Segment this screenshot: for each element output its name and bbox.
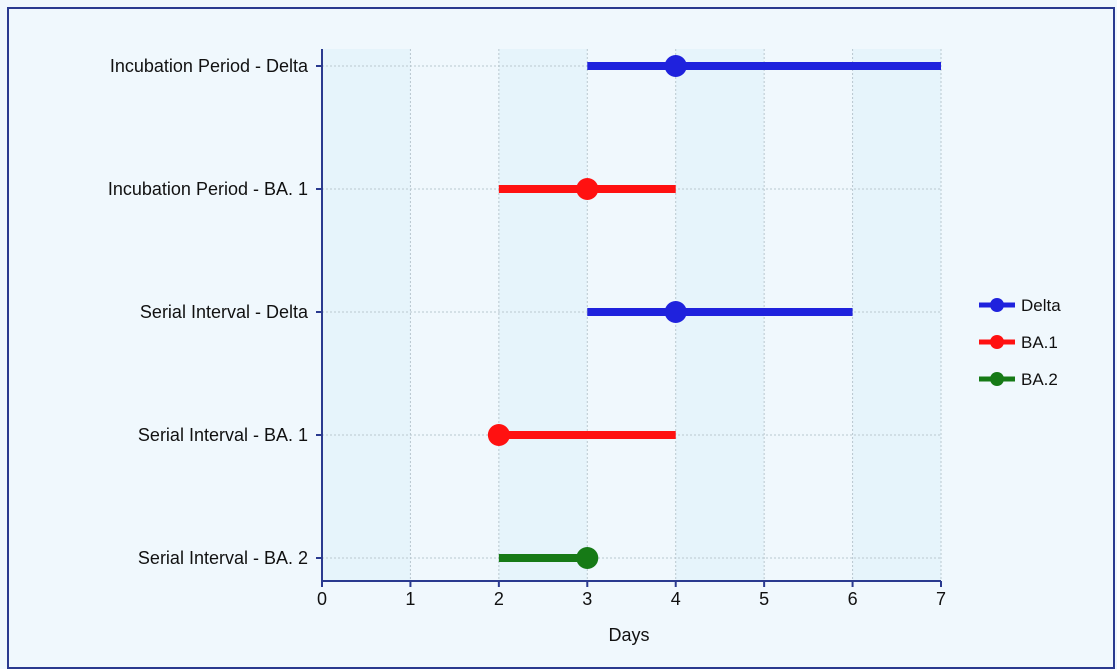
x-tick-label: 1 [405,589,415,609]
legend-item: BA.1 [979,333,1058,352]
y-tick-label: Incubation Period - BA. 1 [108,179,308,199]
legend-item: Delta [979,296,1061,315]
legend-label: BA.1 [1021,333,1058,352]
point-marker [664,301,687,323]
point-marker [664,55,687,77]
x-tick-label: 3 [582,589,592,609]
legend-label: Delta [1021,296,1061,315]
y-tick-label: Serial Interval - BA. 1 [138,425,308,445]
legend-marker [990,335,1004,349]
x-tick-label: 2 [494,589,504,609]
legend-marker [990,298,1004,312]
point-marker [576,547,599,569]
y-tick-label: Serial Interval - BA. 2 [138,548,308,568]
plot-band [498,49,588,581]
x-tick-label: 4 [671,589,681,609]
x-ticks: 0 1 2 3 4 5 6 7 [317,581,946,609]
plot-band [322,49,411,581]
data-marks [487,55,941,569]
y-tick-labels: Incubation Period - Delta Incubation Peri… [108,56,322,568]
point-marker [576,178,599,200]
x-axis-label: Days [608,625,649,645]
x-tick-label: 6 [848,589,858,609]
plot-band [852,49,941,581]
y-tick-label: Serial Interval - Delta [140,302,309,322]
axes [321,49,941,582]
point-marker [487,424,510,446]
legend: Delta BA.1 BA.2 [979,296,1061,389]
plot-band [410,49,499,581]
legend-label: BA.2 [1021,370,1058,389]
x-tick-label: 5 [759,589,769,609]
y-tick-label: Incubation Period - Delta [110,56,309,76]
legend-item: BA.2 [979,370,1058,389]
x-tick-label: 7 [936,589,946,609]
legend-marker [990,372,1004,386]
x-tick-label: 0 [317,589,327,609]
